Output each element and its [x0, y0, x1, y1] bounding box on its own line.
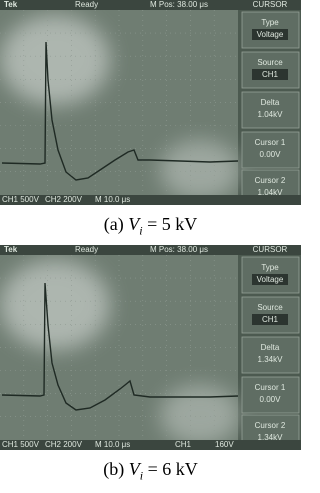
- caption-subscript: i: [139, 224, 142, 238]
- caption-label: (b): [103, 459, 124, 479]
- caption-equation: = 6 kV: [148, 459, 198, 479]
- footer-readout: M 10.0 μs: [95, 440, 130, 449]
- noise-cloud: [160, 140, 240, 200]
- caption-label: (a): [104, 214, 124, 234]
- scope-display: Tek Ready M Pos: 38.00 μs CURSOR Type Voltage…: [0, 245, 301, 450]
- scope-screenshot: Tek Ready M Pos: 38.00 μs CURSOR Type Voltage…: [0, 245, 301, 450]
- footer-readout: CH1 500V: [2, 440, 40, 449]
- menu-title: CURSOR: [253, 245, 288, 254]
- time-position: M Pos: 38.00 μs: [150, 0, 208, 9]
- menu-value: 1.34kV: [258, 355, 284, 364]
- status: Ready: [75, 245, 98, 254]
- scope-screenshot: Tek Ready M Pos: 38.00 μs CURSOR Type Voltage…: [0, 0, 301, 205]
- menu-label: Cursor 2: [255, 176, 286, 185]
- scope-display: Tek Ready M Pos: 38.00 μs CURSOR Type Voltage…: [0, 0, 301, 205]
- menu-value: Voltage: [257, 30, 284, 39]
- menu-label: Cursor 1: [255, 138, 286, 147]
- page: Tek Ready M Pos: 38.00 μs CURSOR Type Voltage…: [0, 0, 301, 486]
- menu-label: Delta: [261, 343, 280, 352]
- menu-label: Cursor 1: [255, 383, 286, 392]
- menu-label: Cursor 2: [255, 421, 286, 430]
- menu-title: CURSOR: [253, 0, 288, 9]
- footer-readout: CH2 200V: [45, 440, 83, 449]
- footer-readout: M 10.0 μs: [95, 195, 130, 204]
- footer-readout: CH1 500V: [2, 195, 40, 204]
- footer-readout: 160V: [215, 440, 234, 449]
- menu-value: 1.04kV: [258, 110, 284, 119]
- noise-cloud: [0, 15, 110, 105]
- menu-label: Source: [257, 58, 283, 67]
- footer-readout: CH2 200V: [45, 195, 83, 204]
- time-position: M Pos: 38.00 μs: [150, 245, 208, 254]
- caption-variable: V: [129, 459, 140, 479]
- caption-subscript: i: [140, 469, 143, 483]
- brand: Tek: [4, 0, 18, 9]
- caption: (a) Vi = 5 kV: [0, 207, 301, 241]
- menu-value: 0.00V: [260, 395, 282, 404]
- status: Ready: [75, 0, 98, 9]
- brand: Tek: [4, 245, 18, 254]
- menu-label: Type: [261, 263, 279, 272]
- menu-value: Voltage: [257, 275, 284, 284]
- caption-variable: V: [128, 214, 139, 234]
- menu-value: CH1: [262, 70, 279, 79]
- menu-value: CH1: [262, 315, 279, 324]
- menu-value: 0.00V: [260, 150, 282, 159]
- footer-readout: CH1: [175, 440, 192, 449]
- menu-label: Delta: [261, 98, 280, 107]
- noise-cloud: [0, 260, 110, 350]
- menu-label: Source: [257, 303, 283, 312]
- noise-cloud: [160, 385, 240, 445]
- caption-equation: = 5 kV: [147, 214, 197, 234]
- menu-label: Type: [261, 18, 279, 27]
- caption: (b) Vi = 6 kV: [0, 452, 301, 486]
